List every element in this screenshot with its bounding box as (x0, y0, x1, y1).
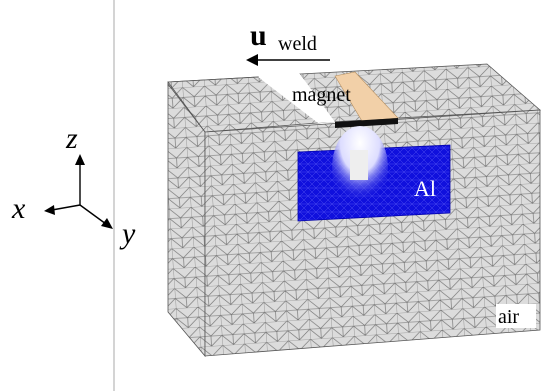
al-label: Al (414, 176, 436, 201)
x-axis-label: x (11, 192, 26, 225)
weld-arrow: u weld (246, 19, 330, 66)
z-axis-label: z (65, 122, 78, 155)
y-axis-label: y (119, 217, 136, 250)
figure: u weld magnet Al air z x y (0, 0, 544, 391)
axis-triad (44, 154, 113, 229)
air-label: air (498, 306, 519, 328)
weld-symbol: u (250, 19, 267, 52)
weld-subscript: weld (278, 33, 317, 55)
mesh-box (168, 64, 540, 356)
magnet-label: magnet (292, 84, 351, 106)
